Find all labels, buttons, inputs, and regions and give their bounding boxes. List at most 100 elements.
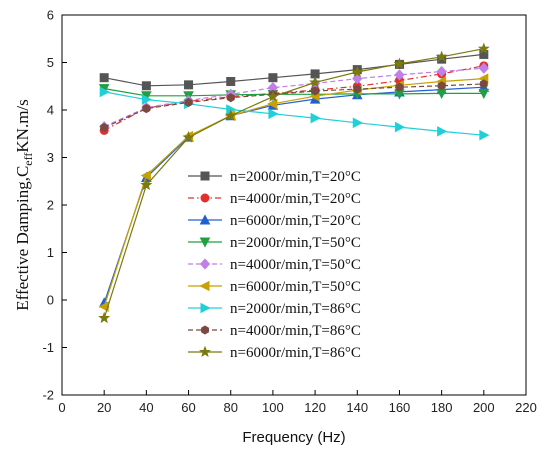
data-point: [394, 69, 405, 81]
data-point: [310, 112, 321, 124]
series-line: [103, 65, 484, 131]
legend-marker: [201, 325, 209, 335]
data-point: [99, 73, 109, 83]
legend-item: n=6000r/min,T=50°C: [188, 279, 361, 295]
legend-item: n=2000r/min,T=20°C: [188, 169, 361, 185]
legend-item: n=2000r/min,T=50°C: [188, 235, 361, 251]
data-point: [226, 77, 236, 87]
y-tick-label: 5: [47, 55, 54, 70]
legend-marker: [200, 171, 210, 181]
series-line: [104, 88, 484, 97]
x-tick-label: 0: [58, 400, 65, 415]
y-tick-label: 2: [47, 198, 54, 213]
x-tick-label: 40: [139, 400, 153, 415]
legend-label: n=4000r/min,T=50°C: [230, 257, 361, 273]
data-point: [437, 126, 448, 137]
data-point: [141, 94, 153, 105]
x-axis-title: Frequency (Hz): [242, 429, 345, 446]
y-axis-title: Effective Damping,CeffKN.m/s: [13, 99, 35, 311]
data-point: [142, 104, 151, 114]
data-point: [477, 42, 490, 54]
data-point: [226, 93, 235, 103]
series-7: [99, 86, 490, 141]
series-5: [99, 62, 489, 133]
x-tick-label: 80: [223, 400, 237, 415]
legend-marker: [199, 237, 211, 248]
legend-marker: [200, 193, 210, 203]
legend-marker: [199, 258, 211, 270]
legend-marker: [200, 302, 211, 314]
series-line: [104, 91, 484, 136]
data-point: [311, 86, 320, 96]
data-point: [140, 170, 151, 181]
x-tick-label: 100: [262, 400, 284, 415]
data-point: [266, 90, 279, 102]
series-line: [103, 83, 484, 129]
data-point: [393, 57, 406, 69]
data-point: [268, 108, 279, 120]
data-point: [141, 81, 151, 91]
data-point: [351, 65, 364, 78]
data-point: [268, 73, 278, 83]
data-point: [352, 117, 363, 129]
y-axis-title-unit: KN.m/s: [13, 99, 32, 152]
legend-label: n=2000r/min,T=50°C: [230, 235, 361, 251]
data-point: [140, 178, 153, 191]
y-tick-label: 0: [47, 293, 54, 308]
x-tick-label: 220: [515, 400, 537, 415]
legend-label: n=4000r/min,T=20°C: [230, 191, 361, 207]
data-point: [478, 62, 489, 74]
data-point: [267, 98, 278, 110]
legend: n=2000r/min,T=20°C n=4000r/min,T=20°C n=60…: [188, 169, 361, 361]
x-tick-label: 180: [431, 400, 453, 415]
legend-marker: [199, 214, 211, 225]
data-point: [353, 84, 362, 94]
data-point: [435, 50, 448, 62]
series-line: [103, 48, 484, 319]
x-tick-label: 140: [346, 400, 368, 415]
series-line: [104, 53, 484, 87]
data-point: [352, 73, 363, 85]
legend-marker: [199, 345, 211, 358]
data-point: [100, 123, 109, 133]
data-point: [478, 88, 490, 100]
legend-item: n=6000r/min,T=86°C: [188, 345, 361, 361]
data-point: [182, 131, 195, 143]
series-1: [99, 49, 489, 91]
data-point: [436, 65, 447, 78]
data-point: [437, 81, 446, 91]
y-tick-label: 6: [47, 8, 54, 23]
data-point: [479, 129, 490, 141]
x-tick-label: 60: [181, 400, 195, 415]
x-tick-label: 20: [97, 400, 111, 415]
legend-label: n=6000r/min,T=50°C: [230, 279, 361, 295]
x-tick-label: 200: [473, 400, 495, 415]
x-tick-label: 120: [304, 400, 326, 415]
legend-marker: [199, 280, 210, 292]
legend-label: n=2000r/min,T=86°C: [230, 301, 361, 317]
legend-item: n=4000r/min,T=50°C: [188, 257, 361, 273]
legend-item: n=4000r/min,T=86°C: [188, 323, 361, 339]
y-axis-title-sub: eff: [21, 153, 35, 166]
y-tick-label: 1: [47, 245, 54, 260]
data-point: [98, 311, 111, 324]
data-point: [309, 76, 322, 88]
data-point: [394, 121, 406, 133]
data-point: [99, 86, 110, 98]
y-tick-label: 3: [47, 150, 54, 165]
data-point: [395, 82, 404, 92]
legend-item: n=2000r/min,T=86°C: [188, 301, 361, 317]
legend-label: n=6000r/min,T=86°C: [230, 345, 361, 361]
series-line: [103, 86, 484, 304]
data-point: [479, 79, 488, 89]
series-line: [103, 78, 484, 307]
x-tick-label: 160: [389, 400, 411, 415]
legend-item: n=6000r/min,T=20°C: [188, 213, 361, 229]
y-axis-title-main: Effective Damping,C: [13, 166, 32, 311]
series-layer: [98, 42, 490, 324]
axis-ticks: 0 20 40 60 80 100 120 140 160 180 200 220 -2 -1 0 1 2 3 4 5…: [42, 8, 536, 416]
data-point: [184, 80, 194, 90]
y-tick-label: 4: [47, 103, 54, 118]
data-point: [224, 109, 237, 121]
